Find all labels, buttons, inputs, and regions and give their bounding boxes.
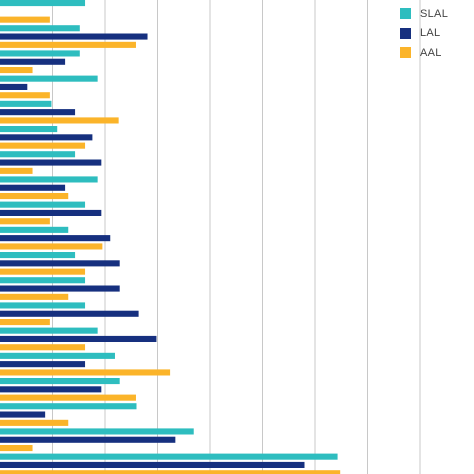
bars <box>0 0 341 474</box>
bar-aal-11 <box>0 293 69 300</box>
bar-lal-6 <box>0 159 102 166</box>
bar-slal-6 <box>0 151 76 158</box>
bar-lal-3 <box>0 83 28 90</box>
legend-swatch-slal <box>400 8 411 20</box>
bar-aal-10 <box>0 268 86 275</box>
bar-lal-18 <box>0 461 305 468</box>
bar-aal-1 <box>0 41 136 48</box>
legend-item-slal: SLAL <box>400 4 470 24</box>
bar-lal-5 <box>0 134 93 141</box>
legend-swatch-lal <box>400 27 411 39</box>
legend-label-slal: SLAL <box>420 7 449 20</box>
bar-slal-1 <box>0 25 80 32</box>
bar-aal-7 <box>0 193 69 200</box>
bar-aal-4 <box>0 117 119 124</box>
bar-slal-11 <box>0 277 86 284</box>
bar-lal-10 <box>0 260 120 267</box>
bar-lal-11 <box>0 285 120 292</box>
bar-slal-0 <box>0 0 86 7</box>
bar-lal-4 <box>0 109 76 116</box>
bar-slal-17 <box>0 428 194 435</box>
bar-aal-8 <box>0 218 50 225</box>
bar-aal-15 <box>0 394 136 401</box>
bar-lal-7 <box>0 184 66 191</box>
bar-slal-8 <box>0 201 86 208</box>
bar-aal-17 <box>0 445 33 452</box>
bar-slal-14 <box>0 352 115 359</box>
bar-slal-7 <box>0 176 98 183</box>
legend: SLAL LAL AAL <box>400 4 470 63</box>
bar-aal-14 <box>0 369 171 376</box>
legend-label-aal: AAL <box>420 46 442 59</box>
bar-slal-12 <box>0 302 86 309</box>
bar-slal-4 <box>0 100 52 107</box>
bar-slal-9 <box>0 226 69 233</box>
bar-slal-15 <box>0 378 120 385</box>
gridlines <box>52 0 421 474</box>
bar-lal-2 <box>0 58 66 65</box>
bar-slal-10 <box>0 252 76 259</box>
bar-lal-15 <box>0 386 102 393</box>
bar-aal-16 <box>0 419 69 426</box>
bar-aal-3 <box>0 92 50 99</box>
bar-lal-17 <box>0 436 176 443</box>
legend-label-lal: LAL <box>420 27 441 40</box>
bar-aal-18 <box>0 470 341 474</box>
bar-lal-12 <box>0 310 139 317</box>
bar-slal-5 <box>0 126 58 133</box>
bar-lal-13 <box>0 335 157 342</box>
bar-lal-9 <box>0 235 111 242</box>
bar-aal-9 <box>0 243 103 250</box>
bar-aal-2 <box>0 67 33 74</box>
legend-item-lal: LAL <box>400 24 470 44</box>
bar-lal-14 <box>0 361 86 368</box>
bar-slal-2 <box>0 50 80 57</box>
bar-aal-13 <box>0 344 86 351</box>
bar-aal-5 <box>0 142 86 149</box>
legend-swatch-aal <box>400 47 411 59</box>
bar-lal-1 <box>0 33 148 40</box>
bar-lal-16 <box>0 411 46 418</box>
bar-slal-18 <box>0 453 338 460</box>
bar-lal-8 <box>0 209 102 216</box>
bar-aal-6 <box>0 167 33 174</box>
bar-aal-12 <box>0 319 50 326</box>
legend-item-aal: AAL <box>400 43 470 63</box>
bar-slal-16 <box>0 403 137 410</box>
bar-aal-0 <box>0 16 50 23</box>
bar-slal-13 <box>0 327 98 334</box>
bar-slal-3 <box>0 75 98 82</box>
